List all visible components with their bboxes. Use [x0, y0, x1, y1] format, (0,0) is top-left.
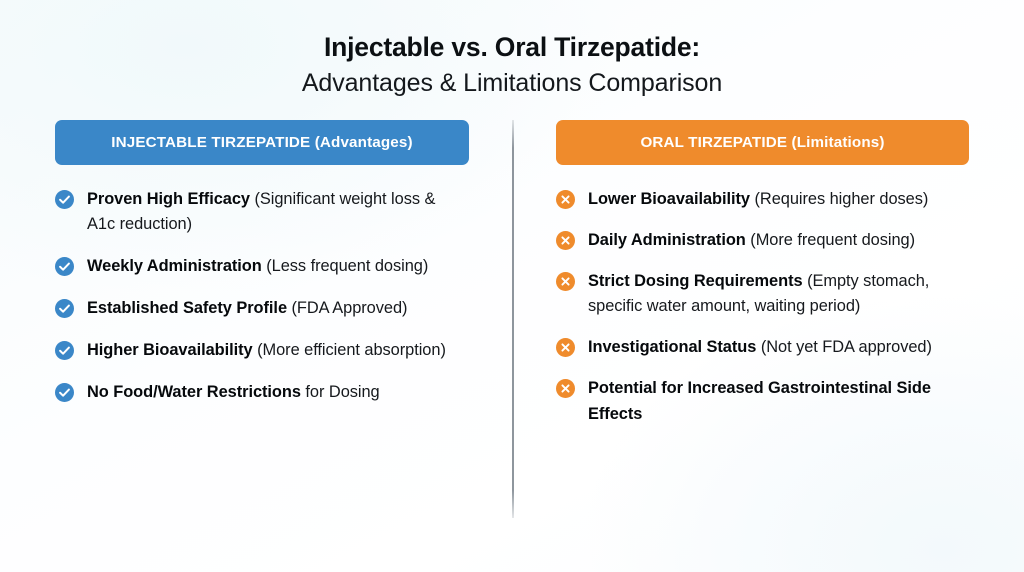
list-item: Higher Bioavailability (More efficient a…: [55, 338, 469, 363]
column-oral: ORAL TIRZEPATIDE (Limitations) Lower Bio…: [556, 120, 969, 427]
list-item-detail: for Dosing: [300, 383, 380, 402]
list-item-detail: (More efficient absorption): [252, 341, 446, 360]
column-header-oral: ORAL TIRZEPATIDE (Limitations): [556, 120, 969, 165]
check-circle-icon: [55, 341, 74, 361]
list-item: Established Safety Profile (FDA Approved…: [55, 296, 469, 321]
x-circle-icon: [556, 231, 575, 251]
list-item-lead: Strict Dosing Requirements: [588, 272, 803, 291]
list-item: Potential for Increased Gastrointestinal…: [556, 376, 969, 426]
list-item: Weekly Administration (Less frequent dos…: [55, 254, 469, 279]
list-item-lead: No Food/Water Restrictions: [87, 383, 301, 402]
check-circle-icon: [55, 383, 74, 403]
list-item: Investigational Status (Not yet FDA appr…: [556, 335, 969, 360]
column-header-injectable: INJECTABLE TIRZEPATIDE (Advantages): [55, 120, 469, 165]
x-circle-icon: [556, 190, 575, 209]
check-circle-icon: [55, 257, 74, 277]
list-item: Proven High Efficacy (Significant weight…: [55, 187, 469, 237]
list-item: Lower Bioavailability (Requires higher d…: [556, 187, 969, 212]
list-item: No Food/Water Restrictions for Dosing: [55, 380, 469, 405]
page-title: Injectable vs. Oral Tirzepatide: Advanta…: [0, 31, 1024, 99]
check-circle-icon: [55, 190, 74, 209]
x-circle-icon: [556, 272, 575, 292]
column-divider: [512, 120, 514, 518]
list-item-lead: Established Safety Profile: [87, 299, 288, 318]
list-item-text: Established Safety Profile (FDA Approved…: [87, 296, 407, 321]
list-item-text: Strict Dosing Requirements (Empty stomac…: [588, 269, 960, 319]
list-item-detail: (FDA Approved): [287, 299, 408, 318]
list-item-lead: Weekly Administration: [87, 257, 262, 276]
list-item-text: Daily Administration (More frequent dosi…: [588, 228, 915, 253]
list-item-lead: Higher Bioavailability: [87, 341, 253, 360]
list-item-lead: Daily Administration: [588, 231, 746, 250]
limitations-list: Lower Bioavailability (Requires higher d…: [556, 187, 969, 427]
list-item-detail: (Not yet FDA approved): [756, 338, 932, 357]
check-circle-icon: [55, 299, 74, 319]
list-item-lead: Proven High Efficacy: [87, 190, 250, 208]
list-item-lead: Investigational Status: [588, 338, 757, 357]
list-item-text: Potential for Increased Gastrointestinal…: [588, 376, 960, 426]
title-secondary: Advantages & Limitations Comparison: [301, 68, 723, 97]
list-item-detail: (More frequent dosing): [745, 231, 915, 250]
list-item-text: Lower Bioavailability (Requires higher d…: [588, 187, 928, 212]
list-item-text: Weekly Administration (Less frequent dos…: [87, 254, 428, 279]
list-item: Daily Administration (More frequent dosi…: [556, 228, 969, 253]
list-item-detail: (Empty stomach, specific water amount, w…: [588, 272, 930, 316]
list-item-lead: Lower Bioavailability: [588, 190, 750, 208]
title-primary: Injectable vs. Oral Tirzepatide:: [323, 32, 701, 62]
list-item-detail: (Significant weight loss & A1c reduction…: [87, 190, 436, 234]
list-item: Strict Dosing Requirements (Empty stomac…: [556, 269, 969, 319]
list-item-text: No Food/Water Restrictions for Dosing: [87, 380, 380, 405]
list-item-text: Investigational Status (Not yet FDA appr…: [588, 335, 932, 360]
list-item-lead: Potential for Increased Gastrointestinal…: [588, 379, 931, 423]
list-item-detail: (Requires higher doses): [750, 190, 929, 208]
advantages-list: Proven High Efficacy (Significant weight…: [55, 187, 469, 406]
list-item-text: Higher Bioavailability (More efficient a…: [87, 338, 446, 363]
list-item-detail: (Less frequent dosing): [261, 257, 429, 276]
column-injectable: INJECTABLE TIRZEPATIDE (Advantages) Prov…: [55, 120, 469, 406]
x-circle-icon: [556, 379, 575, 399]
list-item-text: Proven High Efficacy (Significant weight…: [87, 187, 459, 237]
x-circle-icon: [556, 338, 575, 358]
